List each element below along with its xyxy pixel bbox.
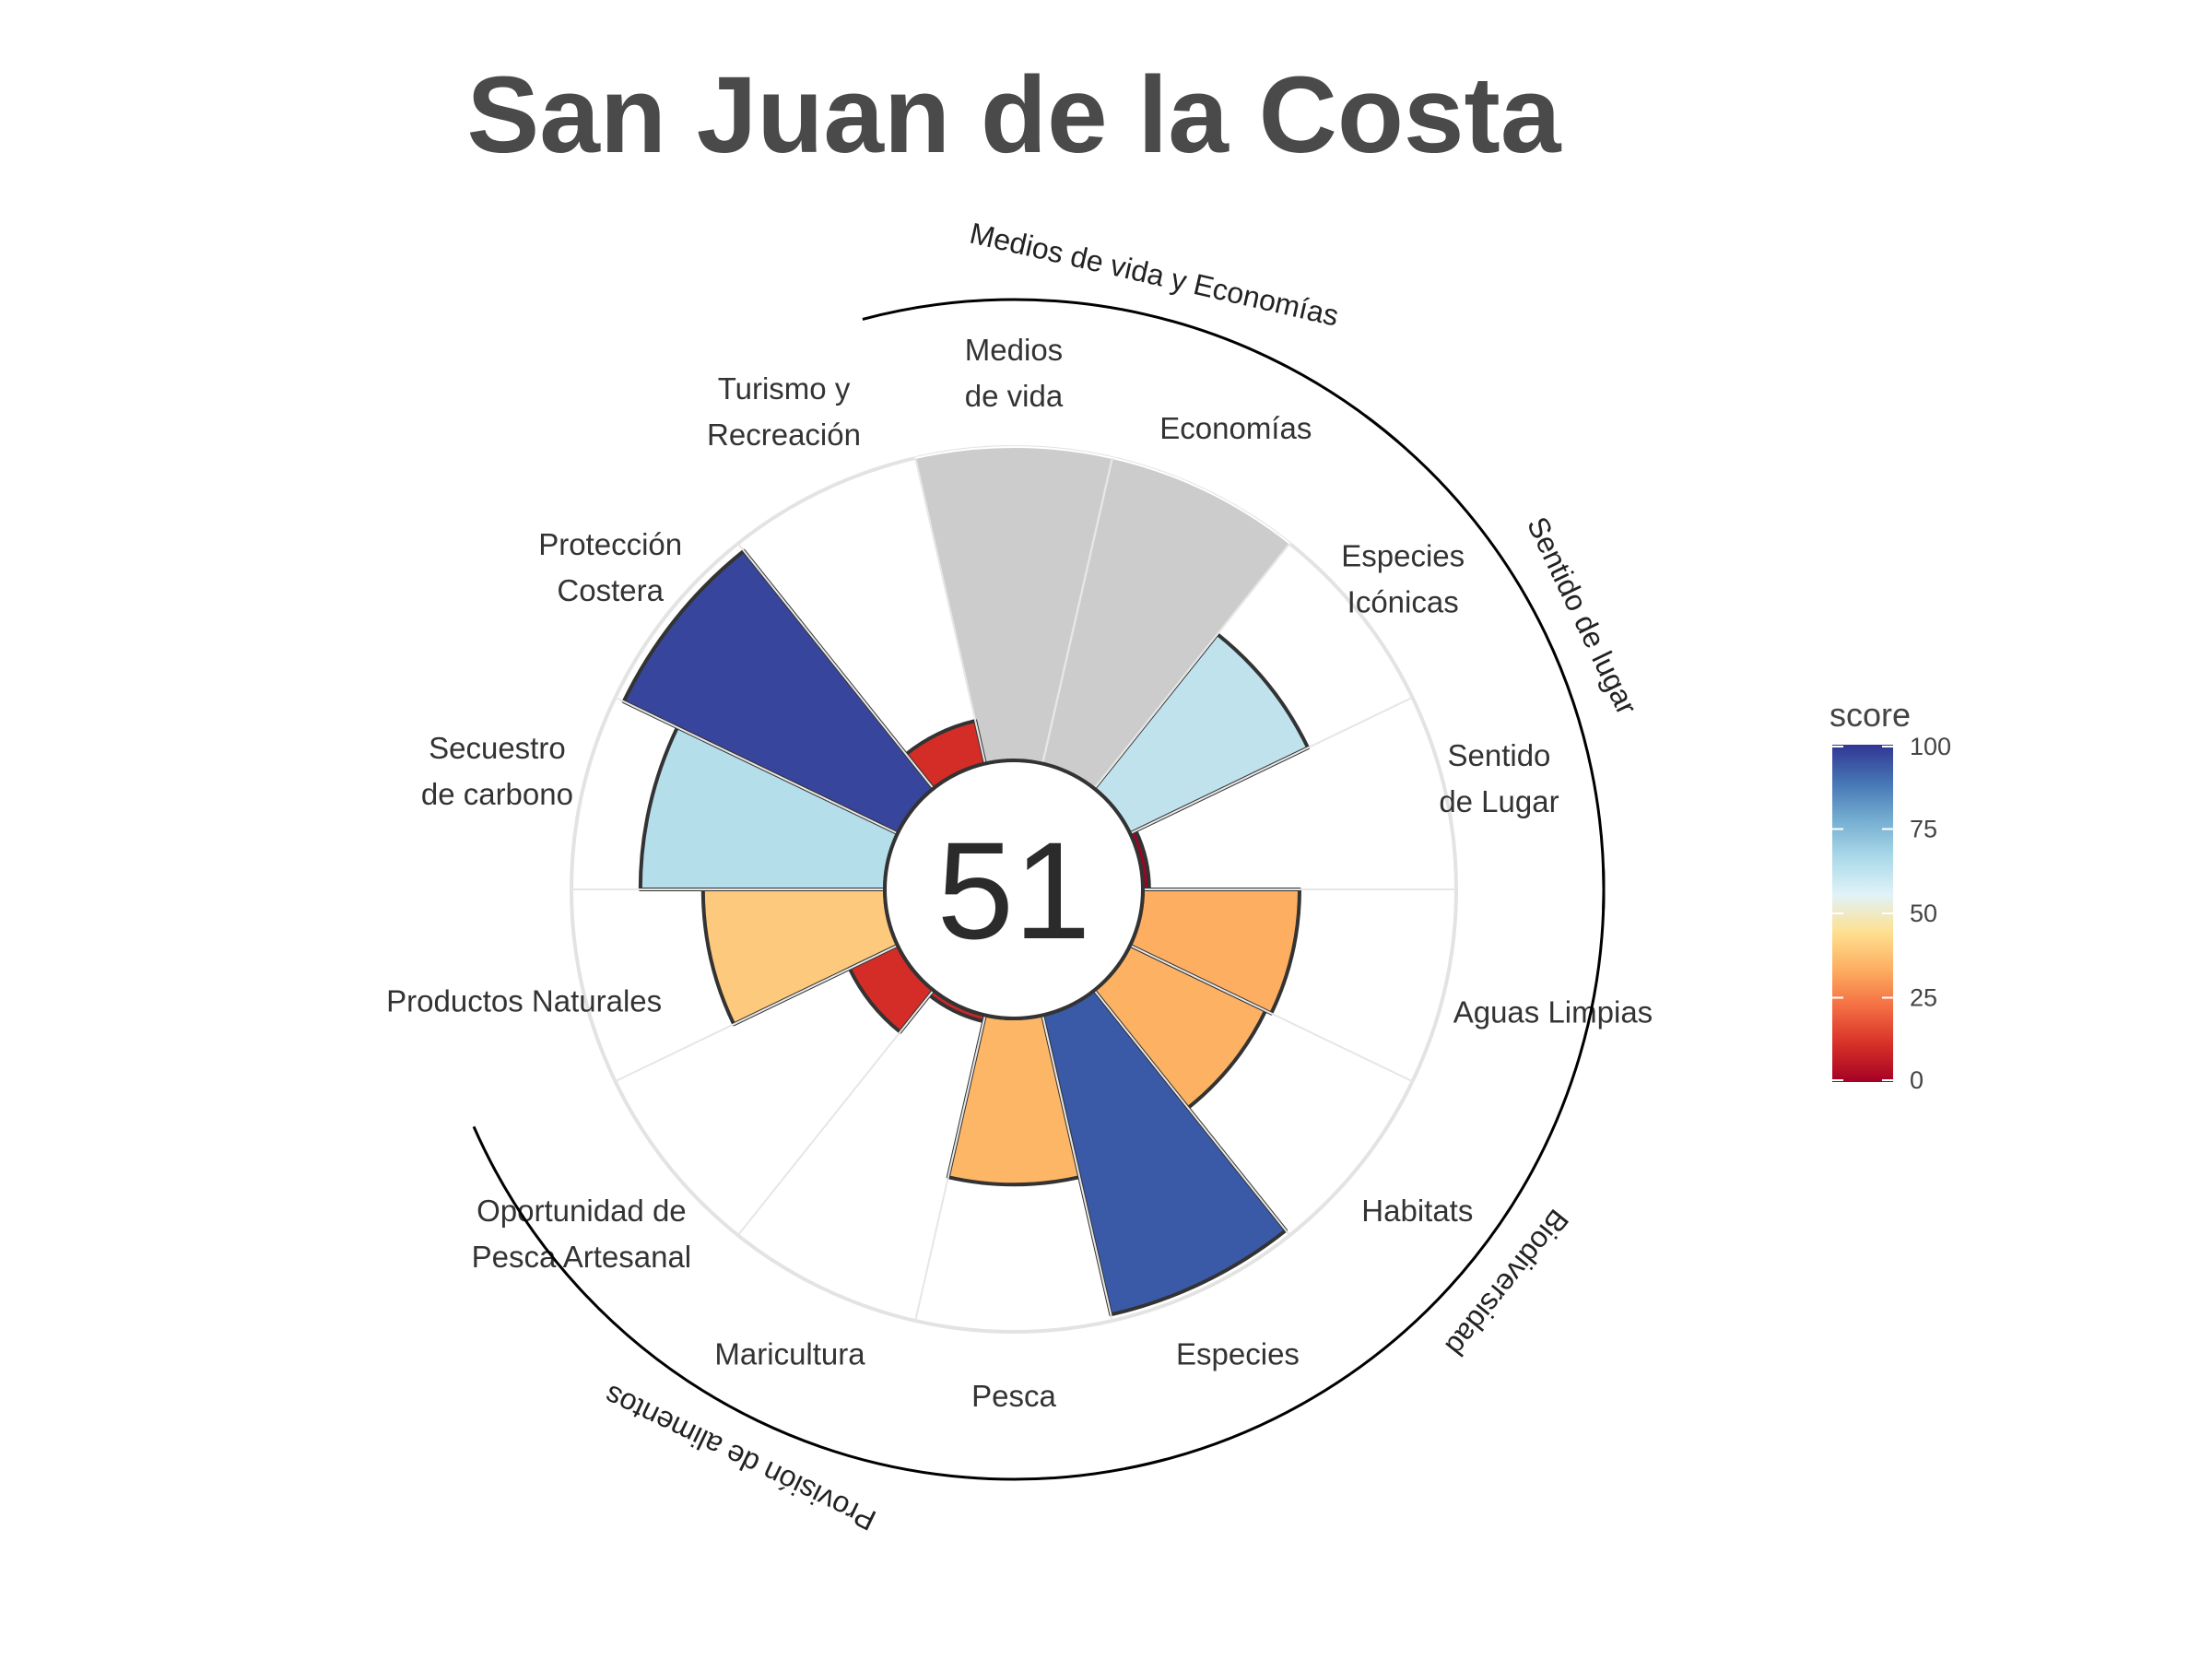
goal-label-line: Especies	[1176, 1337, 1300, 1371]
divider-economias	[1093, 543, 1291, 790]
divider-proteccion-costera	[736, 543, 935, 790]
divider-especies	[1041, 1015, 1113, 1322]
goal-label-line: Oportunidad de	[477, 1194, 687, 1228]
goal-label-line: de Lugar	[1439, 784, 1559, 818]
legend-tick-label: 100	[1910, 733, 1951, 760]
group-arc-sentido-de-lugar	[1364, 414, 1606, 911]
goal-label-line: de vida	[965, 379, 1064, 413]
goal-label-oportunidad-de-pesca-artesanal: Oportunidad de Pesca Artesanal	[472, 1194, 691, 1274]
goal-label-especies: Especies	[1176, 1337, 1300, 1371]
goal-label-economias: Economías	[1159, 411, 1312, 445]
group-label-sentido-de-lugar: Sentido de lugar	[1521, 512, 1644, 720]
divider-aguas-limpias	[1129, 944, 1413, 1083]
legend-tick-label: 0	[1910, 1066, 1924, 1094]
goal-label-line: Aguas Limpias	[1453, 995, 1653, 1030]
group-arc-provision-de-alimentos	[472, 1125, 1166, 1481]
goal-label-line: Economías	[1159, 411, 1312, 445]
goal-label-aguas-limpias: Aguas Limpias	[1453, 995, 1653, 1030]
group-arc-biodiversidad	[1124, 868, 1606, 1471]
petal-productos-naturales	[700, 888, 900, 1027]
goal-label-sentido-de-lugar: Sentido de Lugar	[1439, 738, 1559, 818]
goal-label-line: Protección	[538, 527, 682, 561]
legend-tick-label: 25	[1910, 984, 1937, 1012]
group-arc-medios-de-vida-y-economias	[862, 298, 1399, 442]
goal-label-secuestro-de-carbono: Secuestro de carbono	[421, 731, 573, 811]
goal-label-line: Productos Naturales	[386, 983, 662, 1018]
center-disc	[883, 759, 1145, 1020]
goal-labels: Especies Habitats Aguas Limpias Sentido de L…	[386, 333, 1653, 1413]
petals	[621, 446, 1311, 1317]
divider-medios-de-vida	[1041, 457, 1113, 764]
group-label-medios-de-vida-y-economias: Medios de vida y Economías	[967, 217, 1342, 333]
center-score: 51	[937, 813, 1091, 968]
goal-label-habitats: Habitats	[1361, 1194, 1473, 1228]
goal-label-line: Maricultura	[714, 1337, 865, 1371]
goal-label-proteccion-costera: Protección Costera	[538, 527, 682, 607]
goal-label-line: Medios	[965, 333, 1063, 367]
goal-label-maricultura: Maricultura	[714, 1337, 865, 1371]
goal-label-line: Habitats	[1361, 1194, 1473, 1228]
score-legend: score 0 25 50 75 100	[1830, 696, 1951, 1094]
goal-label-productos-naturales: Productos Naturales	[386, 983, 662, 1018]
goal-label-line: Secuestro	[429, 731, 566, 765]
goal-label-line: Icónicas	[1347, 584, 1459, 618]
group-label-provision-de-alimentos: Provisión de alimentos	[599, 1379, 881, 1537]
legend-tick-label: 50	[1910, 900, 1937, 927]
goal-label-line: Sentido	[1447, 738, 1550, 772]
divider-maricultura	[736, 989, 935, 1236]
goal-label-turismo-y-recreacion: Turismo y Recreación	[707, 371, 861, 452]
goal-label-line: Turismo y	[718, 371, 851, 406]
goal-label-line: Pesca Artesanal	[472, 1240, 691, 1274]
legend-tick-label: 75	[1910, 816, 1937, 843]
goal-label-line: Pesca	[971, 1379, 1056, 1413]
goal-label-line: Costera	[557, 573, 664, 607]
divider-oportunidad-de-pesca-artesanal	[615, 944, 899, 1083]
chart-title: San Juan de la Costa	[467, 54, 1562, 176]
goal-label-line: Recreación	[707, 418, 861, 452]
divider-secuestro-de-carbono	[615, 696, 899, 835]
goal-label-line: de carbono	[421, 777, 573, 811]
goal-label-pesca: Pesca	[971, 1379, 1056, 1413]
legend-title: score	[1830, 696, 1911, 734]
petal-dividers	[571, 457, 1456, 1322]
divider-especies-iconicas	[1129, 696, 1413, 835]
divider-habitats	[1093, 989, 1291, 1236]
divider-pesca	[914, 1015, 986, 1322]
goal-label-especies-iconicas: Especies Icónicas	[1341, 538, 1465, 618]
goal-label-line: Especies	[1341, 538, 1465, 572]
divider-turismo-y-recreacion	[914, 457, 986, 764]
goal-label-medios-de-vida: Medios de vida	[965, 333, 1064, 413]
